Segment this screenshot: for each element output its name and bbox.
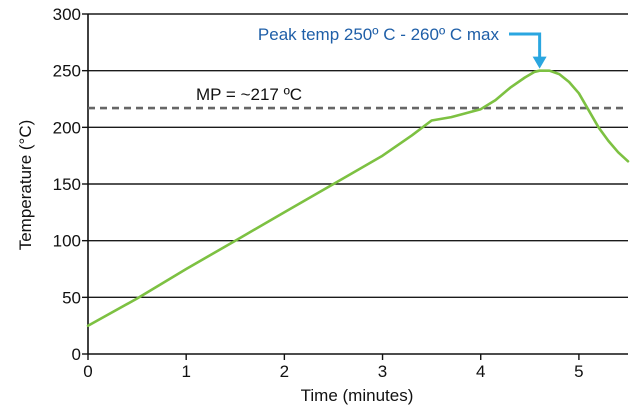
ticks: 0 50 100 150 200 250 300 0 1 2 3 4 5 xyxy=(53,5,584,381)
peak-arrow-head xyxy=(532,56,547,69)
melting-point-label: MP = ~217 ºC xyxy=(196,85,302,104)
x-tick-label-1: 1 xyxy=(181,362,190,381)
peak-arrow-shaft xyxy=(509,32,542,59)
temperature-curve-0 xyxy=(86,69,630,328)
x-tick-label-2: 2 xyxy=(280,362,289,381)
y-tick-label-150: 150 xyxy=(53,175,81,194)
x-tick-label-3: 3 xyxy=(378,362,387,381)
peak-annotation-group: Peak temp 250º C - 260º C max xyxy=(258,25,547,69)
gridlines xyxy=(88,13,628,299)
series-group xyxy=(86,69,630,328)
y-tick-label-50: 50 xyxy=(62,288,81,307)
y-tick-label-100: 100 xyxy=(53,232,81,251)
y-axis-title: Temperature (°C) xyxy=(16,120,35,251)
melting-point-group: MP = ~217 ºC xyxy=(88,85,628,110)
y-tick-label-300: 300 xyxy=(53,5,81,24)
x-tick-label-5: 5 xyxy=(574,362,583,381)
y-tick-label-250: 250 xyxy=(53,62,81,81)
x-tick-label-0: 0 xyxy=(83,362,92,381)
x-axis-title: Time (minutes) xyxy=(301,386,414,405)
x-tick-label-4: 4 xyxy=(476,362,485,381)
peak-annotation-label: Peak temp 250º C - 260º C max xyxy=(258,25,500,44)
y-tick-label-200: 200 xyxy=(53,118,81,137)
y-tick-label-0: 0 xyxy=(72,345,81,364)
